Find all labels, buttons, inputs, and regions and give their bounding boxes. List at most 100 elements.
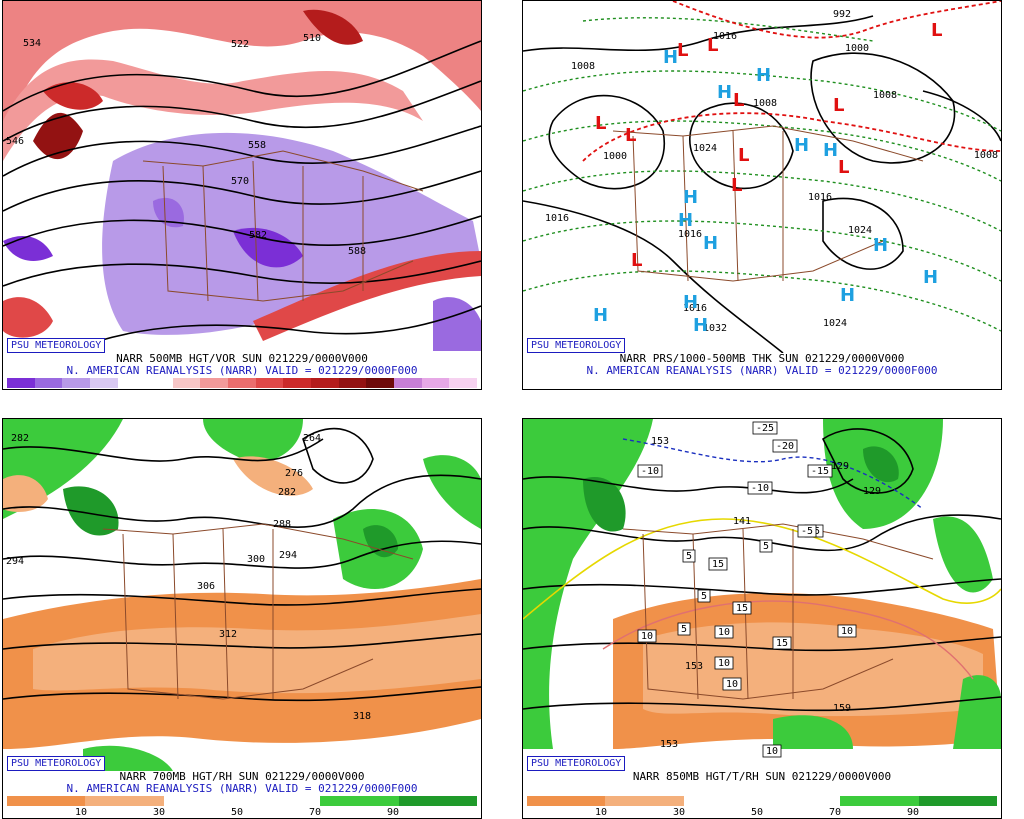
temperature-label: 5 [697,589,711,603]
contour-label: 306 [197,581,215,592]
scale-tick-label: 24 [337,389,349,390]
svg-text:-5: -5 [801,526,813,537]
panel-500mb-vorticity: 534 546 522 510 570 582 588 558 PSU METE… [2,0,482,390]
high-pressure-symbol: H [663,47,678,68]
contour-label: 1008 [974,150,998,161]
psu-meteorology-badge: PSU METEOROLOGY [527,756,626,771]
contour-label: 1024 [823,318,847,329]
scale-swatch [338,378,367,388]
chart-caption: NARR 700MB HGT/RH SUN 021229/0000V000 [119,770,365,783]
high-pressure-symbol: H [756,65,771,86]
contour-label: 1008 [873,90,897,101]
low-pressure-symbol: L [595,113,606,134]
scale-tick-label: 2 [48,389,54,390]
high-pressure-symbol: H [717,82,732,103]
reanalysis-caption: N. AMERICAN REANALYSIS (NARR) VALID = 02… [586,364,938,377]
scale-tick-label: 18 [257,389,269,390]
scale-tick-label: 90 [386,807,400,818]
scale-swatch [117,378,146,388]
low-pressure-symbol: L [707,35,718,56]
psu-meteorology-badge: PSU METEOROLOGY [7,756,106,771]
scale-tick-label: 90 [906,807,920,818]
scale-tick-label: 50 [230,807,244,818]
contour-label: 1016 [808,192,832,203]
contour-label: 558 [248,140,266,151]
temperature-label: 5 [677,622,691,636]
scale-swatch [85,796,164,806]
color-scale-bar [7,378,477,388]
contour-label: 992 [833,9,851,20]
svg-text:5: 5 [763,541,769,552]
humidity-700mb-map: 282 264 276 282 288 294 300 294 306 312 … [3,419,481,771]
scale-tick-label: 8 [128,389,134,390]
scale-swatch [241,796,321,806]
contour-label: 1016 [683,303,707,314]
scale-swatch [366,378,394,388]
scale-swatch [145,378,173,388]
contour-label: 318 [353,711,371,722]
scale-swatch [605,796,684,806]
scale-tick-label: 0 [22,389,28,390]
temperature-label: -10 [747,481,773,495]
panel-850mb-temp-humidity: 153 129 141 153 159 153 129 -25 -20 -10 -15… [522,418,1002,819]
color-scale-bar [527,796,997,806]
temperature-label: 5 [759,539,773,553]
scale-swatch [761,796,841,806]
temperature-label: -10 [637,464,663,478]
temperature-label: 5 [682,549,696,563]
contour-label: 522 [231,39,249,50]
scale-swatch [283,378,312,388]
scale-tick-label: 30 [672,807,686,818]
scale-swatch [7,796,86,806]
scale-swatch [7,378,35,388]
pressure-thickness-map: 1008 1016 1000 1016 1008 1016 1024 1016 … [523,1,1001,353]
contour-label: 282 [278,487,296,498]
high-pressure-symbol: H [823,140,838,161]
high-pressure-symbol: H [794,135,809,156]
reanalysis-caption: N. AMERICAN REANALYSIS (NARR) VALID = 02… [66,782,418,795]
scale-tick-label: 12 [178,389,190,390]
psu-meteorology-badge: PSU METEOROLOGY [7,338,106,353]
svg-text:10: 10 [841,626,853,637]
contour-label: 153 [685,661,703,672]
high-pressure-symbol: H [593,305,608,326]
scale-swatch [311,378,339,388]
scale-tick-label: 10 [74,807,88,818]
svg-text:-10: -10 [641,466,659,477]
temperature-label: -25 [752,421,778,435]
contour-labels: 534 546 522 510 570 582 588 558 [6,33,366,257]
contour-label: 570 [231,176,249,187]
contour-label: 294 [6,556,24,567]
high-pressure-symbol: H [693,315,708,336]
temperature-label: 10 [837,624,857,638]
contour-label: 312 [219,629,237,640]
scale-swatch [683,796,762,806]
scale-swatch [840,796,919,806]
scale-swatch [34,378,63,388]
contour-label: 1024 [693,143,717,154]
scale-tick-label: 32 [443,389,455,390]
psu-meteorology-badge: PSU METEOROLOGY [527,338,626,353]
scale-swatch [200,378,229,388]
low-pressure-symbol: L [838,157,849,178]
contour-label: 159 [833,703,851,714]
scale-swatch [163,796,242,806]
high-pressure-symbol: H [703,233,718,254]
scale-swatch [918,796,997,806]
temperature-label: 15 [708,557,728,571]
contour-label: 1024 [848,225,872,236]
temperature-label: 15 [772,636,792,650]
contour-label: 264 [303,433,321,444]
temperature-label: 10 [714,625,734,639]
temperature-labels: -25-20-10-15-10-5551515515101010101010-5… [637,421,857,758]
contour-label: 141 [733,516,751,527]
scale-tick-label: 70 [308,807,322,818]
scale-tick-label: 14 [204,389,216,390]
contour-labels: 1008 1016 1000 1016 1008 1016 1024 1016 … [545,9,998,334]
scale-tick-label: 50 [750,807,764,818]
scale-tick-label: 10 [151,389,163,390]
contour-label: 300 [247,554,265,565]
panel-700mb-humidity: 282 264 276 282 288 294 300 294 306 312 … [2,418,482,819]
contour-label: 294 [279,550,297,561]
scale-swatch [393,378,422,388]
